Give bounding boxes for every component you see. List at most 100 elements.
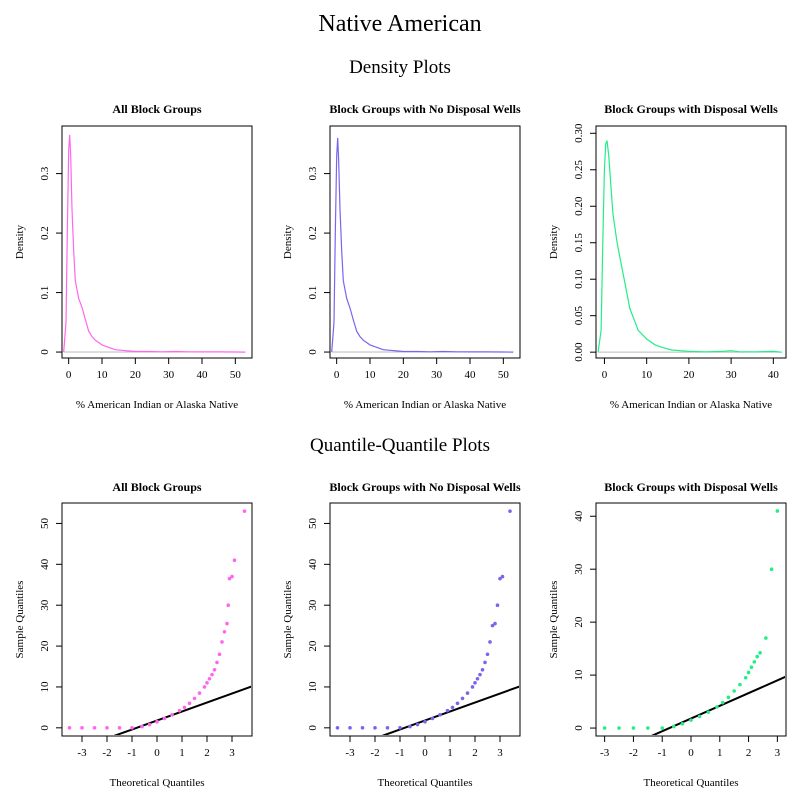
x-tick-label: -1 bbox=[127, 747, 136, 759]
qq-point bbox=[225, 621, 229, 626]
qq-point bbox=[162, 716, 167, 721]
x-tick-label: 50 bbox=[230, 369, 242, 381]
y-tick-label: 40 bbox=[573, 510, 585, 522]
qq-point bbox=[485, 652, 490, 657]
qq-point bbox=[726, 695, 731, 700]
qq-point bbox=[478, 672, 482, 677]
y-tick-label: 20 bbox=[573, 616, 585, 628]
qq-point bbox=[697, 714, 702, 719]
qq-point bbox=[220, 640, 224, 644]
qq-point bbox=[631, 726, 636, 730]
x-tick-label: 0 bbox=[688, 747, 694, 759]
x-tick-label: 0 bbox=[422, 747, 428, 759]
x-tick-label: -2 bbox=[370, 747, 379, 759]
y-axis-label: Density bbox=[282, 224, 294, 259]
x-axis-label: % American Indian or Alaska Native bbox=[610, 399, 772, 411]
chart-panel-5: Block Groups with No Disposal Wells -3 -2 -… bbox=[282, 480, 521, 789]
x-tick-label: -3 bbox=[600, 747, 610, 759]
qq-point bbox=[460, 696, 465, 701]
y-tick-label: 30 bbox=[39, 599, 51, 611]
qq-point bbox=[508, 509, 512, 513]
qq-point bbox=[493, 621, 497, 626]
y-tick-label: 40 bbox=[307, 558, 319, 570]
qq-point bbox=[498, 576, 502, 581]
qq-point bbox=[360, 726, 365, 730]
y-axis-label: Sample Quantiles bbox=[282, 581, 294, 659]
qq-point bbox=[212, 667, 217, 672]
x-axis-label: Theoretical Quantiles bbox=[110, 777, 205, 789]
qq-point bbox=[177, 708, 182, 713]
plot-title: Block Groups with No Disposal Wells bbox=[329, 102, 521, 116]
qq-point bbox=[215, 660, 219, 665]
plot-area bbox=[602, 509, 785, 735]
chart-panel-3: Block Groups with Disposal Wells 0 10 20 30 4… bbox=[548, 102, 787, 411]
y-tick-label: 0.2 bbox=[307, 226, 319, 240]
y-tick-label: 0 bbox=[307, 349, 319, 355]
x-tick-label: 30 bbox=[726, 369, 738, 381]
y-axis-label: Sample Quantiles bbox=[14, 581, 26, 659]
chart-panel-1: All Block Groups 0 10 20 30 40 50 0 0.1 0.2 0.3 % A… bbox=[14, 102, 253, 411]
x-tick-label: 0 bbox=[602, 369, 608, 381]
y-tick-label: 0 bbox=[573, 725, 585, 731]
x-tick-label: 0 bbox=[154, 747, 160, 759]
qq-point bbox=[500, 574, 505, 579]
qq-point bbox=[232, 558, 237, 563]
plot-frame bbox=[61, 502, 253, 737]
qq-point bbox=[775, 509, 780, 513]
plot-title: All Block Groups bbox=[112, 102, 201, 116]
qq-point bbox=[746, 670, 751, 675]
x-tick-label: 10 bbox=[641, 369, 653, 381]
x-tick-label: 3 bbox=[775, 747, 781, 759]
plot-title: Block Groups with Disposal Wells bbox=[604, 480, 778, 494]
qq-point bbox=[758, 651, 762, 655]
qq-point bbox=[602, 726, 607, 730]
y-tick-label: 0.20 bbox=[573, 196, 585, 216]
qq-point bbox=[720, 700, 725, 705]
y-tick-label: 0.25 bbox=[573, 160, 585, 180]
plot-frame bbox=[595, 125, 787, 359]
qq-point bbox=[155, 719, 159, 724]
x-tick-label: -1 bbox=[395, 747, 404, 759]
qq-point bbox=[480, 667, 485, 672]
qq-point bbox=[207, 676, 212, 681]
y-axis-label: Density bbox=[548, 224, 560, 259]
y-tick-label: 0.00 bbox=[573, 342, 585, 362]
x-tick-label: 1 bbox=[447, 747, 453, 759]
qq-point bbox=[222, 629, 227, 634]
qq-point bbox=[187, 701, 192, 706]
x-tick-label: 1 bbox=[717, 747, 723, 759]
plot-area bbox=[63, 134, 246, 353]
plot-frame bbox=[595, 502, 787, 737]
chart-panel-2: Block Groups with No Disposal Wells 0 10 20… bbox=[282, 102, 521, 411]
plot-area bbox=[331, 137, 514, 353]
y-tick-label: 0.3 bbox=[307, 166, 319, 180]
y-tick-label: 10 bbox=[307, 681, 319, 693]
y-tick-label: 0 bbox=[39, 725, 51, 731]
y-tick-label: 20 bbox=[39, 640, 51, 652]
qq-point bbox=[147, 722, 152, 727]
x-tick-label: 30 bbox=[431, 369, 443, 381]
qq-point bbox=[182, 705, 187, 710]
qq-point bbox=[230, 574, 234, 579]
x-axis-label: Theoretical Quantiles bbox=[378, 777, 473, 789]
x-tick-label: 1 bbox=[179, 747, 185, 759]
plot-title: All Block Groups bbox=[112, 480, 201, 494]
qq-point bbox=[660, 726, 665, 730]
qq-point bbox=[67, 726, 72, 730]
y-tick-label: 50 bbox=[307, 517, 319, 529]
qq-point bbox=[92, 726, 97, 730]
qq-point bbox=[117, 726, 122, 730]
qq-point bbox=[732, 689, 736, 693]
y-tick-label: 0 bbox=[39, 349, 51, 355]
y-tick-label: 0.15 bbox=[573, 233, 585, 253]
qq-point bbox=[415, 722, 420, 727]
plot-area bbox=[67, 509, 251, 735]
qq-point bbox=[210, 672, 214, 677]
qq-point bbox=[438, 712, 442, 717]
qq-point bbox=[217, 652, 222, 657]
x-tick-label: 20 bbox=[398, 369, 410, 381]
qq-point bbox=[465, 691, 470, 695]
y-tick-label: 40 bbox=[39, 558, 51, 570]
qq-point bbox=[752, 660, 757, 664]
y-tick-label: 0.1 bbox=[307, 286, 319, 300]
